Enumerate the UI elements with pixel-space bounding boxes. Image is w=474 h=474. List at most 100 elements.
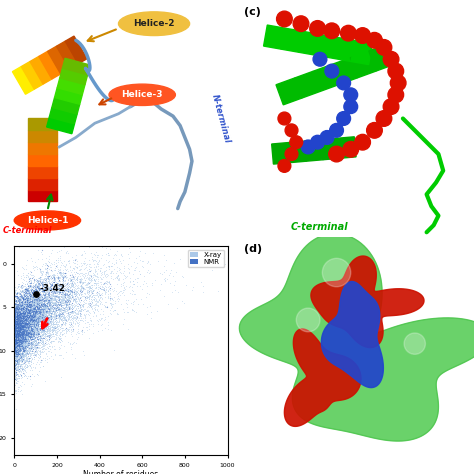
Point [27,345,34,352]
Point [33,343,40,351]
Point [64,257,72,265]
Point [27,319,35,327]
Point [51,308,59,316]
Point [16,332,23,339]
Point [25,290,32,298]
Circle shape [376,40,392,55]
Point [11,326,19,333]
Point [73,310,81,318]
Point [19,299,27,307]
Point [15,307,23,315]
Point [11,333,18,341]
Point [21,327,28,334]
Point [18,308,26,315]
Point [88,274,95,282]
Point [22,301,30,309]
Point [37,307,45,315]
Point [13,301,20,308]
Point [15,349,22,356]
Point [50,326,57,334]
Point [28,293,36,301]
Point [70,301,77,308]
Point [20,337,27,344]
Point [36,322,44,330]
Point [11,367,18,375]
Point [23,319,31,327]
Point [34,290,41,298]
Point [26,329,33,337]
Point [128,305,136,312]
Point [55,291,63,298]
Point [40,326,48,334]
Point [21,322,29,329]
Point [17,352,24,360]
Point [48,295,56,303]
Point [29,322,36,329]
Point [40,302,48,310]
Point [53,329,60,337]
Point [14,342,21,350]
Point [11,318,19,326]
Point [54,303,62,311]
Point [52,296,59,303]
Point [30,311,38,319]
Point [24,320,31,328]
Point [113,280,120,288]
Point [67,325,74,333]
Point [18,312,26,319]
Point [27,317,34,325]
Point [14,309,21,316]
Point [47,284,55,292]
Point [26,301,34,309]
Point [41,273,49,280]
Point [44,318,52,326]
Point [11,332,18,339]
Point [24,312,32,320]
Point [35,297,43,305]
Point [21,309,28,316]
Point [19,335,27,342]
Point [16,331,23,339]
Point [49,319,57,327]
Point [12,351,19,358]
Point [51,292,58,300]
Point [17,329,25,337]
Point [62,325,70,332]
Point [12,334,20,342]
Point [26,283,33,291]
Point [34,298,41,305]
Point [39,331,46,339]
Point [82,276,89,284]
Point [45,319,53,327]
Point [12,311,19,319]
Point [15,367,22,374]
Point [21,320,28,328]
Point [30,332,38,339]
Point [17,330,24,338]
Point [35,335,43,343]
Point [19,337,27,345]
Point [16,313,24,320]
Point [63,307,71,314]
Point [13,377,21,385]
Point [11,345,19,352]
Point [28,338,36,346]
Point [20,328,27,336]
Point [46,285,53,292]
Point [26,332,34,339]
Point [58,337,65,345]
Point [39,294,47,301]
Point [64,276,72,284]
Point [26,311,33,319]
Point [20,322,27,329]
Point [73,301,81,308]
Point [40,300,47,307]
Point [64,303,72,311]
Point [32,301,40,308]
Point [25,294,32,301]
Point [31,325,38,332]
Point [18,292,26,300]
Point [32,328,39,336]
Point [97,298,104,305]
Point [30,329,37,337]
